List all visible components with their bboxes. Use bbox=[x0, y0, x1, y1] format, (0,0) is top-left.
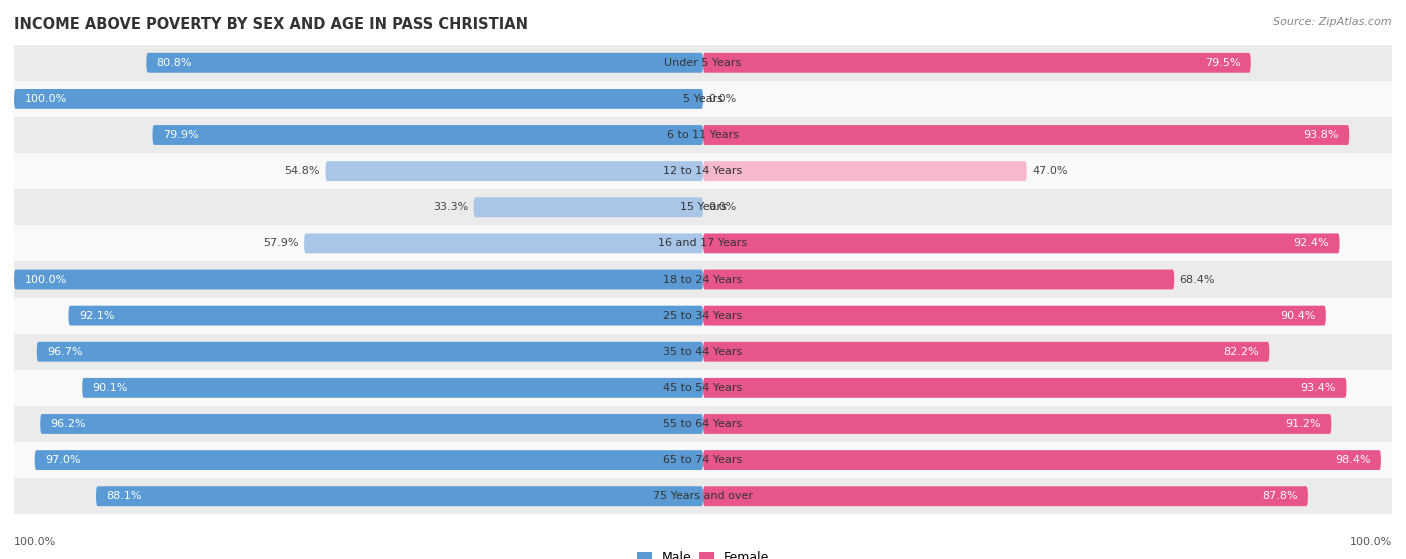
Text: 80.8%: 80.8% bbox=[156, 58, 193, 68]
Text: 100.0%: 100.0% bbox=[24, 274, 66, 285]
FancyBboxPatch shape bbox=[14, 89, 703, 109]
FancyBboxPatch shape bbox=[703, 269, 1174, 290]
Bar bbox=[14, 370, 1392, 406]
Bar bbox=[14, 297, 1392, 334]
FancyBboxPatch shape bbox=[703, 125, 1350, 145]
Bar bbox=[14, 189, 1392, 225]
Text: 90.1%: 90.1% bbox=[93, 383, 128, 393]
FancyBboxPatch shape bbox=[703, 450, 1381, 470]
FancyBboxPatch shape bbox=[703, 53, 1251, 73]
Text: 97.0%: 97.0% bbox=[45, 455, 80, 465]
FancyBboxPatch shape bbox=[69, 306, 703, 325]
FancyBboxPatch shape bbox=[35, 450, 703, 470]
Text: 100.0%: 100.0% bbox=[24, 94, 66, 104]
Text: 87.8%: 87.8% bbox=[1263, 491, 1298, 501]
FancyBboxPatch shape bbox=[96, 486, 703, 506]
Text: 18 to 24 Years: 18 to 24 Years bbox=[664, 274, 742, 285]
FancyBboxPatch shape bbox=[41, 414, 703, 434]
Text: 5 Years: 5 Years bbox=[683, 94, 723, 104]
Text: 16 and 17 Years: 16 and 17 Years bbox=[658, 238, 748, 248]
Text: 55 to 64 Years: 55 to 64 Years bbox=[664, 419, 742, 429]
Text: 79.9%: 79.9% bbox=[163, 130, 198, 140]
FancyBboxPatch shape bbox=[304, 234, 703, 253]
Text: 47.0%: 47.0% bbox=[1032, 166, 1067, 176]
Bar bbox=[14, 45, 1392, 81]
Text: 79.5%: 79.5% bbox=[1205, 58, 1240, 68]
FancyBboxPatch shape bbox=[474, 197, 703, 217]
Text: 0.0%: 0.0% bbox=[709, 202, 737, 212]
Text: 93.8%: 93.8% bbox=[1303, 130, 1339, 140]
FancyBboxPatch shape bbox=[703, 342, 1270, 362]
Text: Source: ZipAtlas.com: Source: ZipAtlas.com bbox=[1274, 17, 1392, 27]
Text: INCOME ABOVE POVERTY BY SEX AND AGE IN PASS CHRISTIAN: INCOME ABOVE POVERTY BY SEX AND AGE IN P… bbox=[14, 17, 529, 32]
Text: 82.2%: 82.2% bbox=[1223, 347, 1258, 357]
Text: 96.7%: 96.7% bbox=[48, 347, 83, 357]
FancyBboxPatch shape bbox=[146, 53, 703, 73]
Bar bbox=[14, 406, 1392, 442]
Text: 15 Years: 15 Years bbox=[679, 202, 727, 212]
Text: 68.4%: 68.4% bbox=[1180, 274, 1215, 285]
FancyBboxPatch shape bbox=[703, 161, 1026, 181]
FancyBboxPatch shape bbox=[703, 234, 1340, 253]
Legend: Male, Female: Male, Female bbox=[631, 546, 775, 559]
Text: 12 to 14 Years: 12 to 14 Years bbox=[664, 166, 742, 176]
Text: 45 to 54 Years: 45 to 54 Years bbox=[664, 383, 742, 393]
Text: 92.4%: 92.4% bbox=[1294, 238, 1329, 248]
Text: 90.4%: 90.4% bbox=[1279, 311, 1316, 321]
Text: Under 5 Years: Under 5 Years bbox=[665, 58, 741, 68]
Bar bbox=[14, 153, 1392, 189]
FancyBboxPatch shape bbox=[152, 125, 703, 145]
Text: 100.0%: 100.0% bbox=[1350, 537, 1392, 547]
Text: 0.0%: 0.0% bbox=[709, 94, 737, 104]
FancyBboxPatch shape bbox=[703, 486, 1308, 506]
Text: 96.2%: 96.2% bbox=[51, 419, 86, 429]
Text: 75 Years and over: 75 Years and over bbox=[652, 491, 754, 501]
Text: 57.9%: 57.9% bbox=[263, 238, 298, 248]
FancyBboxPatch shape bbox=[703, 414, 1331, 434]
FancyBboxPatch shape bbox=[37, 342, 703, 362]
Text: 100.0%: 100.0% bbox=[14, 537, 56, 547]
FancyBboxPatch shape bbox=[83, 378, 703, 398]
Text: 33.3%: 33.3% bbox=[433, 202, 468, 212]
Bar bbox=[14, 262, 1392, 297]
Bar bbox=[14, 478, 1392, 514]
Text: 54.8%: 54.8% bbox=[284, 166, 321, 176]
Bar bbox=[14, 442, 1392, 478]
Text: 92.1%: 92.1% bbox=[79, 311, 114, 321]
Text: 6 to 11 Years: 6 to 11 Years bbox=[666, 130, 740, 140]
FancyBboxPatch shape bbox=[703, 378, 1347, 398]
Bar bbox=[14, 225, 1392, 262]
Bar bbox=[14, 117, 1392, 153]
Text: 98.4%: 98.4% bbox=[1334, 455, 1371, 465]
FancyBboxPatch shape bbox=[14, 269, 703, 290]
Bar bbox=[14, 334, 1392, 370]
Text: 65 to 74 Years: 65 to 74 Years bbox=[664, 455, 742, 465]
Text: 88.1%: 88.1% bbox=[107, 491, 142, 501]
FancyBboxPatch shape bbox=[325, 161, 703, 181]
Bar bbox=[14, 81, 1392, 117]
Text: 35 to 44 Years: 35 to 44 Years bbox=[664, 347, 742, 357]
Text: 93.4%: 93.4% bbox=[1301, 383, 1336, 393]
Text: 91.2%: 91.2% bbox=[1285, 419, 1322, 429]
FancyBboxPatch shape bbox=[703, 306, 1326, 325]
Text: 25 to 34 Years: 25 to 34 Years bbox=[664, 311, 742, 321]
